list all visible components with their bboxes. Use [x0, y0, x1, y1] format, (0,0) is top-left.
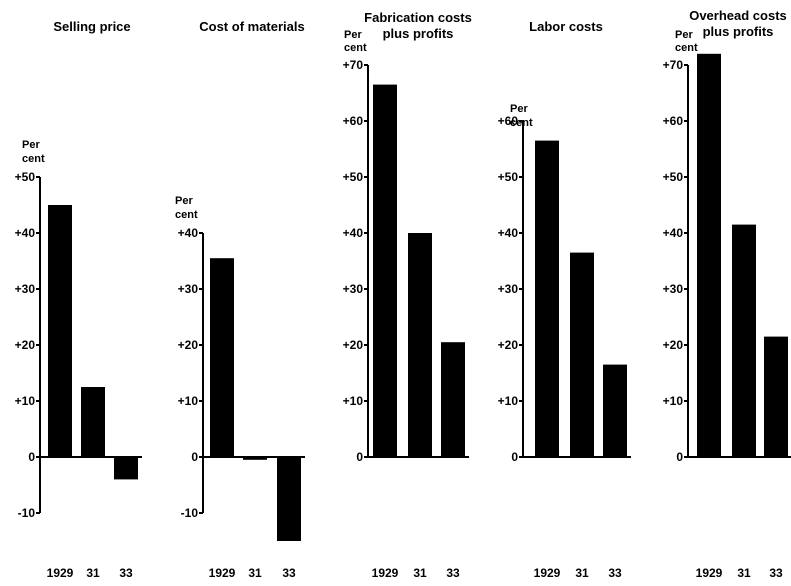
x-category-label: 33	[608, 566, 622, 580]
x-category-label: 31	[86, 566, 100, 580]
y-tick-label: 0	[511, 450, 518, 464]
x-category-label: 1929	[534, 566, 561, 580]
y-tick-label: +30	[343, 282, 364, 296]
y-tick-label: +20	[663, 338, 684, 352]
bar	[570, 252, 594, 457]
y-unit-label: cent	[675, 42, 698, 54]
chart-panel-1: Selling price Per cent -10 0 +10 +20 +30 +40 +50 1…	[15, 19, 142, 580]
chart-title: Labor costs	[529, 19, 603, 34]
bar	[277, 457, 301, 541]
y-tick-label: 0	[28, 450, 35, 464]
x-category-label: 31	[575, 566, 589, 580]
y-tick-label: -10	[18, 506, 36, 520]
x-category-label: 33	[446, 566, 460, 580]
bar	[114, 457, 138, 480]
x-category-label: 33	[769, 566, 783, 580]
y-unit-label: Per	[675, 29, 693, 41]
x-category-label: 1929	[696, 566, 723, 580]
bar	[535, 140, 559, 457]
y-tick-label: +20	[498, 338, 519, 352]
x-category-label: 31	[248, 566, 262, 580]
y-tick-label: +30	[498, 282, 519, 296]
y-tick-label: +70	[343, 58, 364, 72]
y-tick-label: +30	[663, 282, 684, 296]
x-category-label: 33	[282, 566, 296, 580]
bar	[210, 258, 234, 457]
y-tick-label: +60	[343, 114, 364, 128]
y-unit-label: cent	[175, 209, 198, 221]
x-category-label: 31	[413, 566, 427, 580]
y-tick-label: +40	[343, 226, 364, 240]
x-category-label: 31	[737, 566, 751, 580]
y-tick-label: 0	[356, 450, 363, 464]
y-tick-label: +40	[178, 226, 199, 240]
y-tick-label: +60	[498, 114, 519, 128]
y-tick-label: +10	[498, 394, 519, 408]
y-tick-label: +20	[343, 338, 364, 352]
y-tick-label: +40	[498, 226, 519, 240]
y-tick-label: +30	[178, 282, 199, 296]
bar	[764, 336, 788, 457]
bar	[81, 387, 105, 457]
bar	[441, 342, 465, 457]
bar	[373, 84, 397, 457]
bar	[243, 457, 267, 460]
y-unit-label: cent	[22, 153, 45, 165]
x-category-label: 1929	[372, 566, 399, 580]
x-category-label: 1929	[47, 566, 74, 580]
y-tick-label: +40	[663, 226, 684, 240]
y-tick-label: 0	[191, 450, 198, 464]
bar	[48, 205, 72, 457]
y-tick-label: +50	[343, 170, 364, 184]
bar	[603, 364, 627, 457]
y-tick-label: +10	[343, 394, 364, 408]
y-unit-label: Per	[22, 139, 40, 151]
y-tick-label: +60	[663, 114, 684, 128]
bar	[697, 53, 721, 458]
y-tick-label: +10	[663, 394, 684, 408]
bar	[732, 224, 756, 457]
y-unit-label: cent	[510, 117, 533, 129]
y-unit-label: Per	[510, 103, 528, 115]
x-category-label: 33	[119, 566, 133, 580]
y-tick-label: +20	[15, 338, 36, 352]
y-tick-label: +10	[15, 394, 36, 408]
y-tick-label: 0	[676, 450, 683, 464]
y-tick-label: +40	[15, 226, 36, 240]
chart-title: Selling price	[53, 19, 130, 34]
bar	[408, 233, 432, 457]
chart-title: plus profits	[383, 26, 454, 41]
y-tick-label: +30	[15, 282, 36, 296]
chart-title: plus profits	[703, 24, 774, 39]
chart-panel-4: Labor costs Per cent 0 +10 +20 +30 +40 +50 +60 192…	[498, 19, 631, 580]
chart-title: Overhead costs	[689, 8, 787, 23]
y-unit-label: Per	[175, 195, 193, 207]
y-unit-label: Per	[344, 29, 362, 41]
y-tick-label: +70	[663, 58, 684, 72]
y-tick-label: +10	[178, 394, 199, 408]
y-unit-label: cent	[344, 42, 367, 54]
y-tick-label: +20	[178, 338, 199, 352]
y-tick-label: +50	[498, 170, 519, 184]
y-tick-label: +50	[15, 170, 36, 184]
y-tick-label: +50	[663, 170, 684, 184]
y-tick-label: -10	[181, 506, 199, 520]
chart-panel-2: Cost of materials Per cent -10 0 +10 +20 +30 +40…	[175, 19, 305, 580]
chart-title: Fabrication costs	[364, 10, 472, 25]
x-category-label: 1929	[209, 566, 236, 580]
chart-title: Cost of materials	[199, 19, 304, 34]
